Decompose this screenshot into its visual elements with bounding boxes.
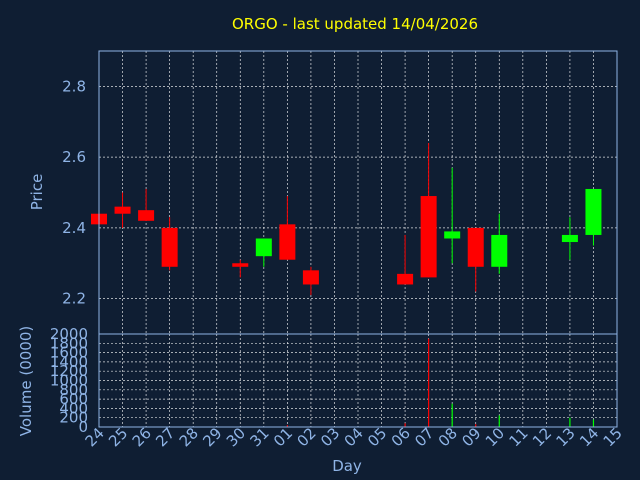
volume-y-tick-label: 1400 — [50, 353, 88, 371]
volume-bars — [286, 338, 595, 427]
x-tick-label: 01 — [270, 424, 296, 450]
x-tick-label: 05 — [364, 424, 390, 450]
x-tick-label: 26 — [129, 424, 155, 450]
x-tick-label: 29 — [199, 424, 225, 450]
volume-y-tick-label: 1800 — [50, 334, 88, 352]
candle-body — [255, 238, 272, 257]
candle-body — [585, 188, 602, 235]
x-tick-label: 12 — [529, 424, 555, 450]
x-tick-label: 07 — [411, 424, 437, 450]
candle-body — [397, 273, 414, 285]
x-tick-label: 14 — [576, 424, 602, 450]
volume-y-tick-label: 0 — [78, 418, 88, 436]
price-y-tick-label: 2.6 — [62, 148, 86, 166]
volume-panel-frame — [98, 333, 618, 428]
candle-body — [114, 206, 131, 214]
x-tick-label: 13 — [553, 424, 579, 450]
price-y-tick-label: 2.2 — [62, 290, 86, 308]
volume-y-tick-label: 1200 — [50, 362, 88, 380]
price-y-tick-label: 2.8 — [62, 77, 86, 95]
x-tick-label: 30 — [223, 424, 249, 450]
volume-y-tick-label: 1600 — [50, 344, 88, 362]
x-axis-ticks: 2425262728293031010203040506070809101112… — [82, 424, 626, 450]
x-tick-label: 25 — [105, 424, 131, 450]
volume-y-tick-label: 1000 — [50, 372, 88, 390]
price-gridlines — [99, 51, 617, 334]
x-tick-label: 28 — [176, 424, 202, 450]
x-tick-label: 09 — [458, 424, 484, 450]
candle-body — [302, 270, 319, 285]
price-axis-label: Price — [28, 174, 46, 211]
volume-y-tick-label: 800 — [59, 381, 88, 399]
volume-y-tick-label: 2000 — [50, 325, 88, 343]
candle-body — [138, 210, 155, 221]
x-axis-label: Day — [332, 457, 362, 475]
x-tick-label: 27 — [152, 424, 178, 450]
candle-body — [467, 227, 484, 267]
volume-axis-label: Volume (0000) — [17, 326, 35, 436]
volume-y-tick-label: 400 — [59, 399, 88, 417]
x-tick-label: 11 — [505, 424, 531, 450]
candle-body — [491, 234, 508, 267]
x-tick-label: 06 — [388, 424, 414, 450]
price-y-tick-label: 2.4 — [62, 219, 86, 237]
candle-body — [444, 231, 461, 239]
volume-y-tick-label: 200 — [59, 409, 88, 427]
price-y-ticks: 2.2 2.4 2.6 2.8 — [62, 77, 86, 307]
x-tick-label: 03 — [317, 424, 343, 450]
candle-body — [232, 263, 249, 267]
x-tick-label: 31 — [246, 424, 272, 450]
candle-body — [161, 227, 178, 267]
x-tick-label: 02 — [294, 424, 320, 450]
volume-gridlines — [99, 334, 617, 427]
x-tick-label: 08 — [435, 424, 461, 450]
price-candles — [91, 142, 602, 296]
chart-title: ORGO - last updated 14/04/2026 — [232, 15, 478, 33]
candle-body — [279, 224, 296, 260]
x-tick-label: 15 — [600, 424, 626, 450]
candle-body — [420, 196, 437, 278]
candle-body — [561, 234, 578, 243]
volume-y-tick-label: 600 — [59, 390, 88, 408]
x-tick-label: 10 — [482, 424, 508, 450]
x-tick-label: 04 — [341, 424, 367, 450]
